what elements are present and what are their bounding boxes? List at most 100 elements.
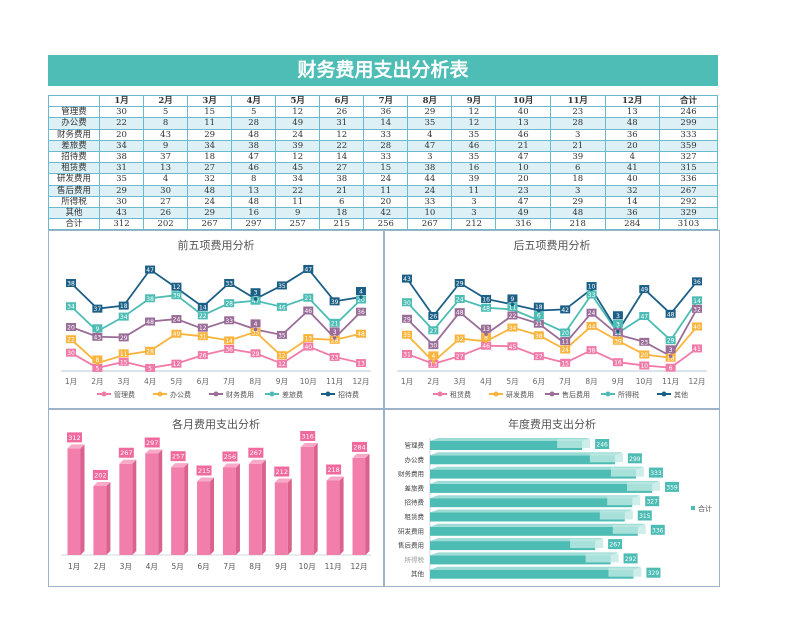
bar-side — [287, 478, 292, 555]
data-label: 14 — [225, 338, 233, 345]
data-label-bg — [276, 302, 287, 311]
data-label-bg — [303, 293, 314, 302]
bar — [430, 541, 596, 551]
data-label-bg — [454, 308, 465, 317]
table-row: 租赁费 31 13 27 46 45 27 15 38 16 10 6 41 315 — [48, 162, 718, 175]
legend-label: 招待费 — [338, 390, 359, 399]
data-label: 49 — [173, 331, 181, 338]
data-label: 20 — [67, 325, 75, 332]
data-label-bg — [66, 323, 76, 331]
data-marker — [484, 332, 488, 336]
data-label-bg — [665, 345, 676, 354]
data-label-bg — [507, 342, 518, 351]
table-cell: 23 — [549, 106, 606, 119]
data-label: 246 — [596, 442, 608, 449]
column-header: 5月 — [275, 94, 321, 108]
data-label-bg — [612, 358, 623, 367]
bar-side — [365, 453, 370, 555]
y-tick-label: 其他 — [411, 569, 425, 578]
table-cell: 6 — [549, 162, 606, 175]
data-label: 10 — [588, 284, 596, 291]
column-header: 3月 — [187, 94, 233, 108]
bar-top — [326, 476, 344, 481]
data-label: 46 — [304, 308, 312, 315]
data-label: 3 — [616, 321, 620, 328]
data-label-bg — [560, 305, 571, 314]
x-tick-label: 7月 — [223, 562, 235, 571]
data-label-bg — [560, 328, 571, 337]
y-tick-label: 所得税 — [405, 555, 425, 564]
data-label-bg — [586, 321, 597, 330]
table-cell: 47 — [495, 150, 551, 164]
x-tick-label: 2月 — [94, 562, 106, 571]
legend-label: 其他 — [674, 390, 688, 399]
data-label: 11 — [509, 304, 517, 311]
table-cell: 24 — [275, 128, 321, 141]
chart-title: 各月费用支出分析 — [172, 418, 260, 431]
x-tick-label: 11月 — [325, 562, 342, 571]
chart-title: 年度费用支出分析 — [508, 418, 596, 431]
bar-top — [430, 523, 646, 527]
bar-top — [197, 477, 215, 482]
data-label: 212 — [276, 468, 288, 476]
bar-highlight — [627, 481, 660, 491]
data-label-bg — [171, 315, 182, 324]
bar — [326, 480, 340, 555]
data-label: 12 — [199, 325, 207, 332]
table-cell: 13 — [495, 117, 551, 130]
data-label: 31 — [199, 334, 207, 341]
data-label: 29 — [667, 338, 675, 345]
data-label: 5 — [95, 365, 99, 372]
data-label-bg — [645, 496, 660, 507]
data-label: 299 — [629, 456, 641, 463]
table-cell: 202 — [143, 218, 189, 231]
data-label: 28 — [225, 301, 233, 308]
table-row: 所得税 30 27 24 48 11 6 20 33 3 47 29 14 292 — [48, 195, 718, 208]
data-label: 43 — [94, 334, 102, 341]
table-cell: 46 — [231, 162, 277, 175]
table-cell: 27 — [143, 195, 189, 208]
table-cell: 12 — [451, 117, 497, 130]
data-label: 21 — [304, 295, 312, 302]
data-label: 333 — [650, 470, 662, 477]
x-tick-label: 6月 — [197, 377, 209, 386]
bar-top — [274, 478, 292, 483]
table-cell: 46 — [451, 139, 497, 152]
table-cell: 13 — [143, 162, 189, 175]
data-label-bg — [250, 319, 261, 328]
y-tick-label: 管理费 — [405, 441, 425, 450]
table-cell: 35 — [407, 117, 453, 130]
legend-marker — [437, 391, 443, 397]
data-label-bg — [454, 294, 465, 303]
data-label-bg — [454, 279, 465, 287]
data-label-bg — [248, 447, 264, 458]
data-label-bg — [170, 451, 186, 462]
table-cell: 20 — [98, 128, 145, 141]
data-label: 10 — [640, 363, 648, 370]
column-header: 7月 — [363, 94, 409, 108]
column-header: 4月 — [231, 94, 277, 108]
data-label: 3 — [333, 329, 337, 336]
table-cell: 34 — [275, 173, 321, 186]
data-label-bg — [586, 346, 597, 355]
data-label-bg — [197, 351, 208, 360]
y-tick-label: 差旅费 — [405, 483, 425, 492]
data-label: 28 — [146, 348, 154, 355]
table-cell: 36 — [363, 106, 409, 119]
bar-top — [248, 459, 266, 464]
bar-highlight — [570, 539, 604, 549]
legend-label: 管理费 — [114, 390, 135, 399]
x-tick-label: 10月 — [636, 377, 653, 386]
table-cell: 8 — [143, 117, 189, 130]
data-label-bg — [118, 447, 134, 458]
data-label-bg — [118, 333, 129, 342]
chart-title: 前五项费用分析 — [177, 239, 255, 252]
bar — [430, 569, 634, 579]
data-label-bg — [650, 524, 665, 535]
table-cell: 12 — [275, 106, 321, 119]
legend-label: 合计 — [698, 504, 712, 513]
x-tick-label: 12月 — [350, 562, 367, 571]
data-label-bg — [639, 337, 650, 346]
x-tick-label: 1月 — [401, 377, 413, 386]
data-label: 20 — [561, 330, 569, 337]
